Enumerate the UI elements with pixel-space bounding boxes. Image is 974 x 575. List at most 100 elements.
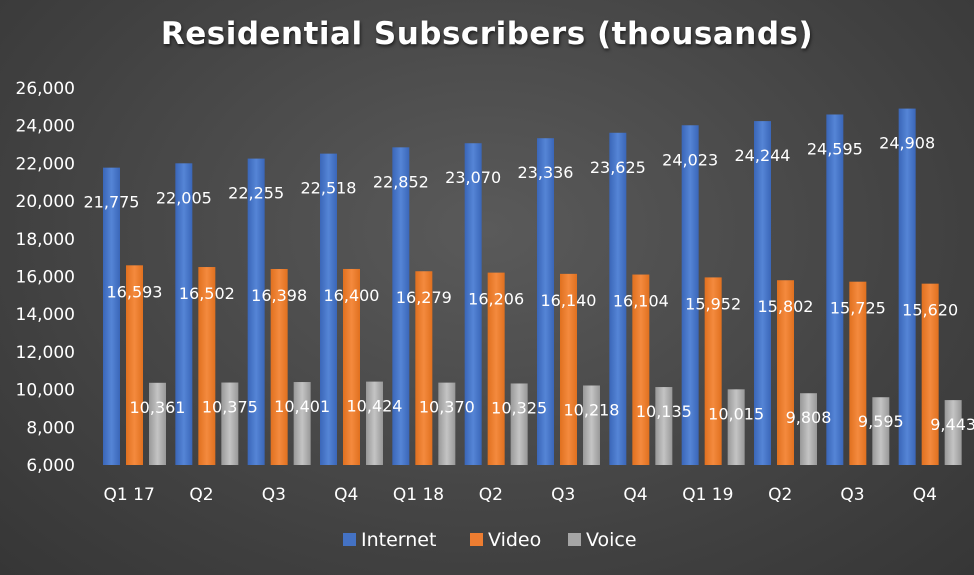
bar-internet xyxy=(609,132,627,466)
bar-voice xyxy=(655,387,673,465)
bar-video xyxy=(415,271,433,465)
x-tick-label: Q4 xyxy=(913,485,937,505)
x-tick-label: Q3 xyxy=(262,485,286,505)
x-tick-label: Q4 xyxy=(623,485,647,505)
legend-swatch-internet xyxy=(343,533,356,546)
legend-swatch-voice xyxy=(568,533,581,546)
data-label-voice: 10,325 xyxy=(491,398,547,417)
data-label-internet: 22,852 xyxy=(373,172,429,191)
bar-voice xyxy=(583,385,600,465)
y-axis: 6,000 8,000 10,000 12,000 14,000 16,000 18,000… xyxy=(16,79,75,476)
bar-video xyxy=(270,268,288,465)
data-label-video: 16,206 xyxy=(468,290,524,309)
data-label-internet: 21,775 xyxy=(84,193,140,212)
y-tick-label: 10,000 xyxy=(16,381,75,401)
chart-title: Residential Subscribers (thousands) xyxy=(160,16,814,52)
y-tick-label: 14,000 xyxy=(16,305,75,325)
legend-label-voice: Voice xyxy=(586,529,637,551)
data-label-voice: 10,015 xyxy=(708,404,764,423)
x-tick-label: Q3 xyxy=(840,485,864,505)
data-label-internet: 22,518 xyxy=(301,179,357,198)
data-label-video: 16,279 xyxy=(396,288,452,307)
data-label-video: 16,400 xyxy=(324,286,380,305)
data-label-voice: 10,370 xyxy=(419,398,475,417)
y-tick-label: 20,000 xyxy=(16,192,75,212)
bar-internet xyxy=(681,125,699,465)
data-label-video: 16,140 xyxy=(541,291,597,310)
bar-internet xyxy=(537,138,554,465)
bar-voice xyxy=(727,389,745,465)
bar-voice xyxy=(366,381,383,465)
x-axis: Q1 17 Q2 Q3 Q4 Q1 18 Q2 Q3 Q4 Q1 19 Q2 Q3 Q4 xyxy=(104,485,937,505)
data-label-internet: 22,005 xyxy=(156,188,212,207)
y-tick-label: 24,000 xyxy=(16,117,75,137)
bars xyxy=(103,108,962,466)
data-label-voice: 10,424 xyxy=(347,397,403,416)
data-label-voice: 9,808 xyxy=(786,408,832,427)
data-label-internet: 24,595 xyxy=(807,139,863,158)
x-tick-label: Q1 18 xyxy=(393,485,444,505)
legend-label-internet: Internet xyxy=(361,529,436,551)
bar-internet xyxy=(754,121,771,466)
data-label-voice: 9,595 xyxy=(858,412,904,431)
y-tick-label: 18,000 xyxy=(16,230,75,250)
bar-voice xyxy=(438,382,456,465)
x-tick-label: Q4 xyxy=(334,485,358,505)
x-tick-label: Q2 xyxy=(768,485,792,505)
bar-video xyxy=(126,265,143,465)
data-label-internet: 24,023 xyxy=(662,150,718,169)
data-labels: 21,775 22,005 22,255 22,518 22,852 23,070 23,3… xyxy=(84,134,974,435)
data-label-internet: 23,070 xyxy=(445,168,501,187)
y-tick-label: 6,000 xyxy=(26,456,75,476)
data-label-video: 16,593 xyxy=(107,282,163,301)
bar-voice xyxy=(293,382,311,465)
bar-voice xyxy=(800,393,817,465)
legend: Internet Video Voice xyxy=(343,529,637,551)
bar-internet xyxy=(247,158,265,465)
y-tick-label: 8,000 xyxy=(26,418,75,438)
x-tick-label: Q1 17 xyxy=(104,485,155,505)
data-label-internet: 22,255 xyxy=(228,184,284,203)
y-tick-label: 26,000 xyxy=(16,79,75,99)
bar-internet xyxy=(464,143,482,465)
data-label-video: 15,802 xyxy=(758,297,814,316)
data-label-voice: 10,135 xyxy=(636,402,692,421)
bar-internet xyxy=(898,108,916,465)
bar-voice xyxy=(221,382,239,465)
x-tick-label: Q2 xyxy=(479,485,503,505)
data-label-video: 15,952 xyxy=(685,294,741,313)
legend-label-video: Video xyxy=(488,529,541,551)
bar-video xyxy=(704,277,722,465)
bar-internet xyxy=(392,147,410,466)
data-label-video: 15,725 xyxy=(830,299,886,318)
bar-video xyxy=(849,281,867,465)
data-label-voice: 9,443 xyxy=(930,415,974,434)
bar-video xyxy=(777,280,794,465)
data-label-video: 16,502 xyxy=(179,284,235,303)
data-label-video: 16,398 xyxy=(251,286,307,305)
bar-voice xyxy=(149,382,166,465)
bar-internet xyxy=(175,163,193,465)
data-label-internet: 23,625 xyxy=(590,158,646,177)
legend-swatch-video xyxy=(470,533,483,546)
data-label-voice: 10,218 xyxy=(564,400,620,419)
data-label-voice: 10,361 xyxy=(130,398,186,417)
bar-video xyxy=(343,268,360,465)
y-tick-label: 12,000 xyxy=(16,343,75,363)
x-tick-label: Q2 xyxy=(189,485,213,505)
bar-video xyxy=(560,273,577,465)
bar-voice xyxy=(872,397,890,465)
data-label-internet: 24,908 xyxy=(879,134,935,153)
bar-internet xyxy=(320,153,337,466)
bar-internet xyxy=(103,167,120,466)
bar-voice xyxy=(510,383,528,465)
y-tick-label: 22,000 xyxy=(16,154,75,174)
data-label-voice: 10,375 xyxy=(202,398,258,417)
data-label-voice: 10,401 xyxy=(274,397,330,416)
bar-internet xyxy=(826,114,844,465)
x-tick-label: Q1 19 xyxy=(682,485,733,505)
y-tick-label: 16,000 xyxy=(16,268,75,288)
data-label-video: 16,104 xyxy=(613,292,669,311)
data-label-internet: 24,244 xyxy=(735,146,791,165)
